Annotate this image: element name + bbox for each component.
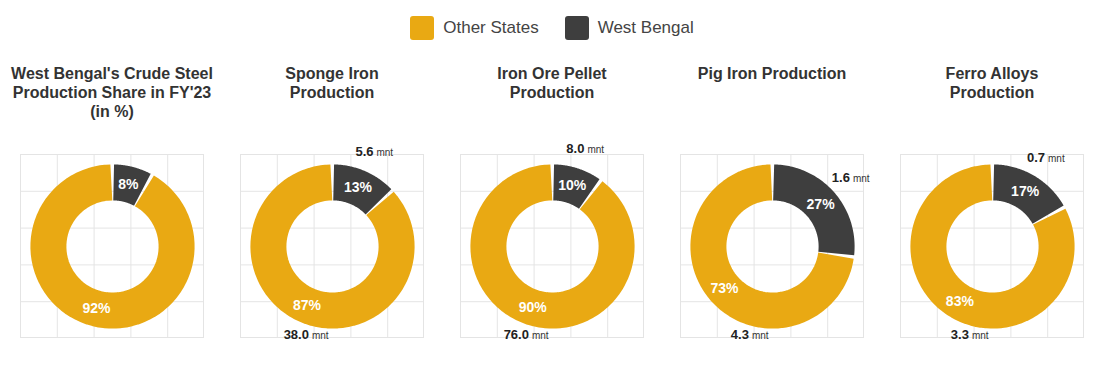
svg-text:13%: 13%: [344, 179, 373, 195]
svg-text:8%: 8%: [118, 176, 139, 192]
svg-text:90%: 90%: [519, 299, 548, 315]
html-text:West Bengal: West Bengal: [597, 18, 694, 37]
svg-text:4.3: 4.3: [731, 327, 749, 342]
svg-text:10%: 10%: [558, 177, 587, 193]
svg-text:73%: 73%: [710, 280, 739, 296]
svg-text:0.7: 0.7: [1027, 150, 1045, 165]
svg-text:mnt: mnt: [972, 330, 989, 341]
svg-text:mnt: mnt: [376, 147, 393, 158]
html-text:Other States: Other States: [443, 18, 539, 37]
svg-text:3.3: 3.3: [951, 327, 969, 342]
svg-text:87%: 87%: [293, 297, 322, 313]
svg-text:83%: 83%: [946, 293, 975, 309]
svg-text:17%: 17%: [1011, 183, 1040, 199]
svg-text:27%: 27%: [807, 196, 836, 212]
html-text:Pig Iron Production: Pig Iron Production: [697, 65, 847, 82]
svg-text:mnt: mnt: [853, 173, 870, 184]
svg-text:76.0: 76.0: [504, 327, 529, 342]
svg-text:mnt: mnt: [752, 330, 769, 341]
svg-text:mnt: mnt: [312, 330, 329, 341]
svg-text:mnt: mnt: [587, 144, 604, 155]
svg-text:5.6: 5.6: [355, 144, 373, 159]
html-text:Iron Ore Pellet Production: Iron Ore Pellet Production: [497, 65, 607, 101]
html-text:Ferro Alloys Production: Ferro Alloys Production: [945, 65, 1039, 101]
svg-text:92%: 92%: [83, 300, 112, 316]
svg-text:38.0: 38.0: [284, 327, 309, 342]
html-text:Sponge Iron Production: Sponge Iron Production: [285, 65, 379, 101]
html-text:West Bengal's Crude Steel Prod: West Bengal's Crude Steel Production Sha…: [11, 65, 213, 120]
svg-text:1.6: 1.6: [832, 170, 850, 185]
svg-text:mnt: mnt: [532, 330, 549, 341]
svg-text:mnt: mnt: [1048, 153, 1065, 164]
svg-text:8.0: 8.0: [566, 141, 584, 156]
